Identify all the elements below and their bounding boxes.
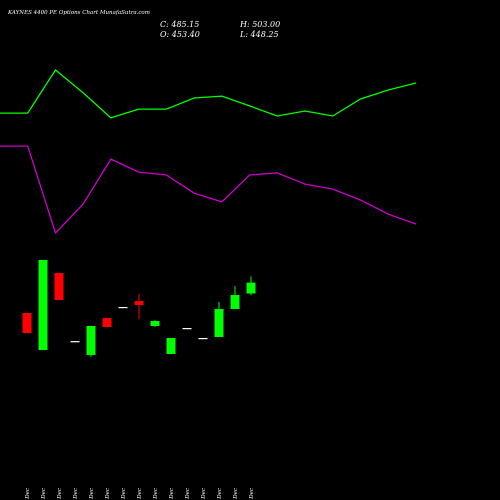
x-tick-label: 12 Dec bbox=[73, 488, 79, 500]
candle-body bbox=[102, 318, 112, 327]
candle-body bbox=[214, 308, 224, 337]
x-tick-label: 10 Dec bbox=[41, 488, 47, 500]
candle-body bbox=[70, 341, 80, 343]
candle-body bbox=[246, 282, 256, 294]
candle-body bbox=[182, 328, 192, 330]
candle-body bbox=[230, 295, 240, 309]
candle-body bbox=[166, 338, 176, 354]
x-tick-label: 24 Dec bbox=[201, 488, 207, 500]
indicator-line bbox=[0, 69, 417, 119]
low-label: L: 448.25 bbox=[239, 30, 279, 39]
x-tick-label: 13 Dec bbox=[89, 488, 95, 500]
candle-body bbox=[134, 301, 144, 305]
candle-body bbox=[150, 320, 160, 326]
close-label: C: 485.15 bbox=[160, 20, 199, 29]
candle-body bbox=[198, 338, 208, 340]
x-tick-label: 09 Dec bbox=[25, 488, 31, 500]
chart-title: KAYNES 4400 PE Options Chart MunafaSutra… bbox=[7, 10, 150, 16]
x-tick-label: 19 Dec bbox=[153, 488, 159, 500]
candle-body bbox=[38, 259, 48, 351]
x-tick-label: 27 Dec bbox=[233, 488, 239, 500]
x-tick-label: 23 Dec bbox=[185, 488, 191, 500]
x-tick-label: 26 Dec bbox=[217, 488, 223, 500]
x-tick-label: 18 Dec bbox=[137, 488, 143, 500]
candle-body bbox=[118, 306, 128, 309]
high-label: H: 503.00 bbox=[239, 20, 280, 29]
x-tick-label: 30 Dec bbox=[249, 488, 255, 500]
candle-body bbox=[86, 325, 96, 356]
x-tick-label: 11 Dec bbox=[57, 488, 63, 500]
x-tick-label: 20 Dec bbox=[169, 488, 175, 500]
x-tick-label: 17 Dec bbox=[121, 488, 127, 500]
candle-body bbox=[22, 313, 32, 334]
indicator-line bbox=[0, 145, 417, 235]
x-tick-label: 16 Dec bbox=[105, 488, 111, 500]
candle-body bbox=[54, 273, 64, 301]
open-label: O: 453.40 bbox=[160, 30, 200, 39]
